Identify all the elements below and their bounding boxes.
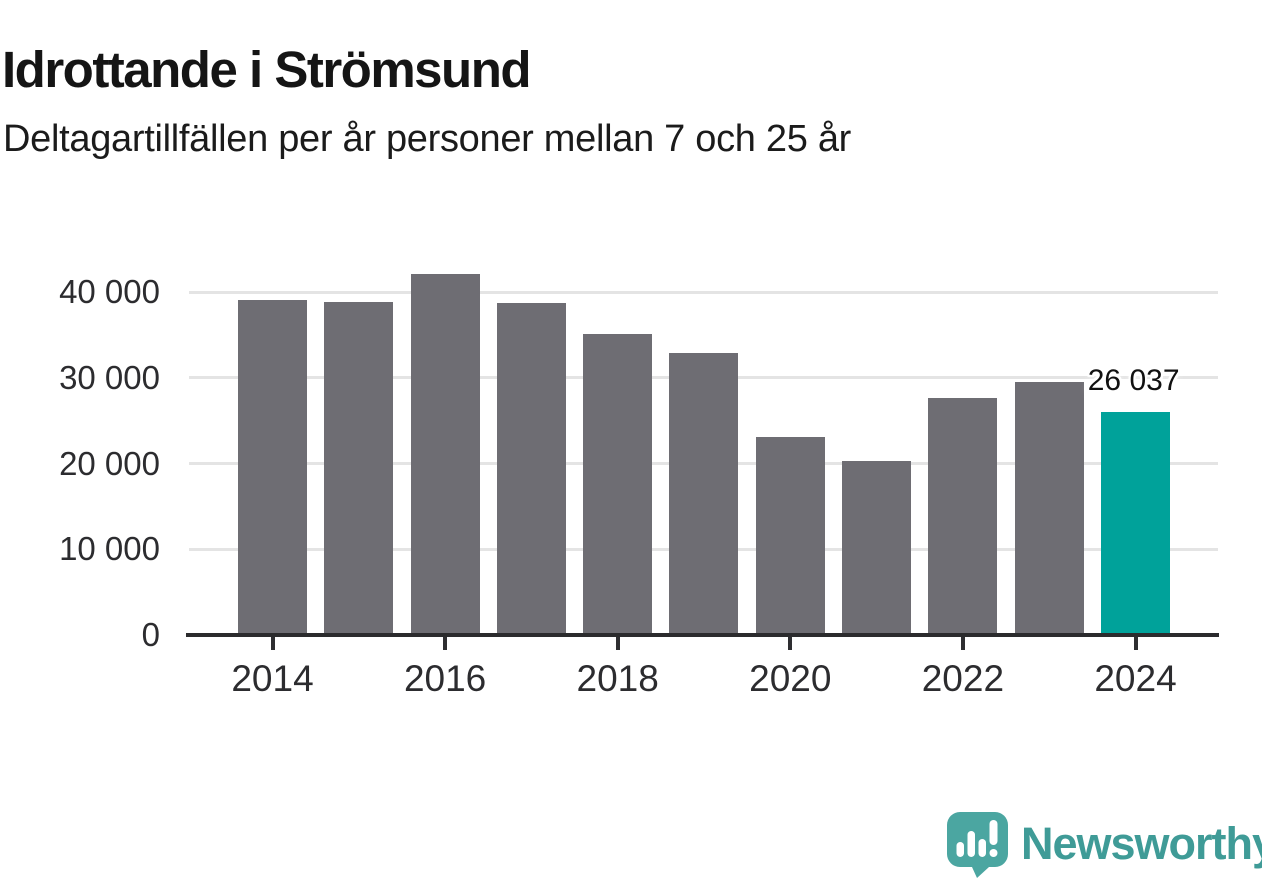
y-tick-label: 40 000 bbox=[59, 273, 160, 310]
bar-group-2014 bbox=[238, 0, 307, 635]
highlight-value-label: 26 037 bbox=[1087, 363, 1180, 397]
y-tick-label: 30 000 bbox=[59, 358, 160, 396]
x-tick bbox=[270, 637, 275, 650]
bar-2019 bbox=[669, 352, 739, 635]
bar-2024 bbox=[1100, 411, 1170, 635]
bar-2022 bbox=[928, 398, 998, 635]
bar-2016 bbox=[410, 274, 480, 635]
chart-title: Idrottande i Strömsund bbox=[2, 41, 532, 99]
x-tick bbox=[960, 637, 965, 650]
bar-group-2019 bbox=[669, 0, 739, 635]
y-tick-label: 20 000 bbox=[59, 444, 160, 482]
x-tick bbox=[615, 637, 620, 650]
bar-series: 26 037 bbox=[238, 0, 1180, 635]
x-tick bbox=[443, 637, 448, 650]
x-tick bbox=[788, 637, 793, 650]
bar-group-2018 bbox=[583, 0, 653, 635]
y-tick-label: 10 000 bbox=[59, 530, 160, 568]
bar-2023 bbox=[1014, 381, 1084, 635]
brand-footer: Newsworthy bbox=[946, 810, 1262, 878]
bar-group-2017 bbox=[496, 0, 566, 635]
bar-2014 bbox=[238, 299, 307, 635]
x-tick-label: 2022 bbox=[921, 658, 1005, 699]
chart-subtitle: Deltagartillfällen per år personer mella… bbox=[3, 118, 852, 160]
y-tick-label: 0 bbox=[141, 616, 160, 653]
gridline bbox=[189, 290, 1218, 294]
bar-group-2024: 26 037 bbox=[1088, 0, 1180, 635]
bar-2017 bbox=[496, 303, 566, 635]
bar-group-2016 bbox=[410, 0, 480, 635]
x-tick-label: 2014 bbox=[231, 658, 314, 699]
newsworthy-logo-icon bbox=[947, 811, 1008, 878]
bar-2020 bbox=[755, 437, 825, 635]
bar-group-2015 bbox=[324, 0, 394, 635]
x-axis-line bbox=[186, 633, 1219, 637]
brand-name: Newsworthy bbox=[1021, 818, 1262, 869]
x-tick bbox=[1133, 637, 1138, 650]
bar-2018 bbox=[583, 334, 653, 635]
x-tick-label: 2020 bbox=[749, 658, 832, 699]
bar-group-2020 bbox=[755, 0, 825, 635]
x-tick-label: 2018 bbox=[576, 658, 659, 699]
bar-2021 bbox=[842, 460, 912, 635]
x-tick-label: 2024 bbox=[1094, 658, 1177, 699]
bar-2015 bbox=[324, 301, 394, 635]
bar-group-2021 bbox=[842, 0, 912, 635]
x-tick-label: 2016 bbox=[403, 658, 487, 699]
bar-group-2022 bbox=[928, 0, 998, 635]
bar-group-2023 bbox=[1014, 0, 1084, 635]
